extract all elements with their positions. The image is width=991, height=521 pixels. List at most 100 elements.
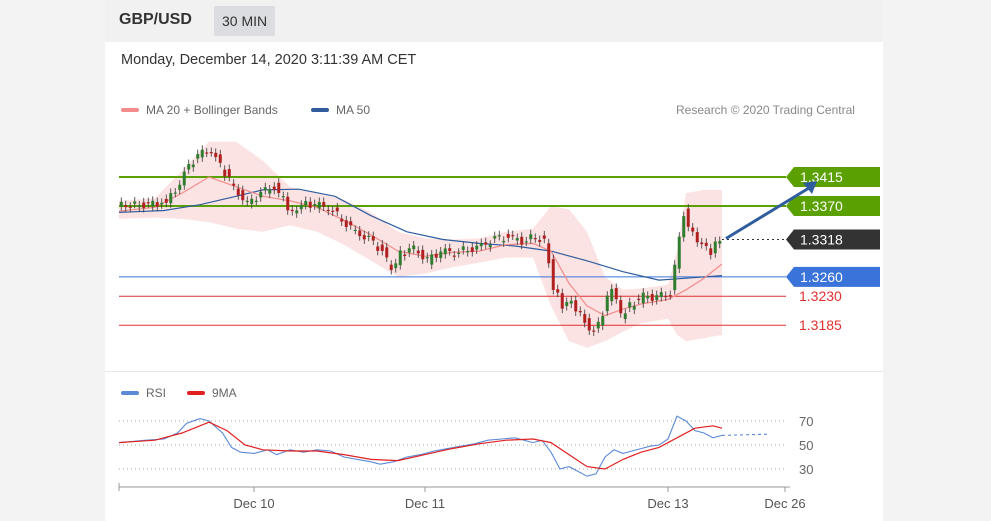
ma50-swatch <box>311 108 329 112</box>
candle-body <box>700 242 704 245</box>
candle-body <box>538 240 542 242</box>
candle-body <box>479 243 483 247</box>
candle-body <box>389 264 393 271</box>
candle-body <box>128 206 132 208</box>
candle-body <box>475 245 479 250</box>
candle-body <box>520 236 524 245</box>
candle-body <box>371 236 375 241</box>
candle-body <box>331 210 335 212</box>
legend-9ma-label: 9MA <box>212 386 237 400</box>
candle-body <box>623 313 627 320</box>
rsi-line <box>118 415 723 477</box>
rsi-level-label: 30 <box>799 462 813 477</box>
ma20-line <box>118 176 723 317</box>
candle-body <box>259 191 263 198</box>
candle-body <box>299 204 303 210</box>
pane-divider <box>105 371 883 372</box>
candle-body <box>182 171 186 186</box>
candle-body <box>511 235 515 237</box>
candle-body <box>619 300 623 314</box>
candle-body <box>164 198 168 203</box>
candle-body <box>353 229 357 232</box>
candle-body <box>178 184 182 190</box>
candle-body <box>191 164 195 168</box>
candle-body <box>583 314 587 323</box>
candle-body <box>308 201 312 208</box>
candle-body <box>151 200 155 207</box>
candle-body <box>376 246 380 251</box>
candle-body <box>709 248 713 255</box>
candle-body <box>628 302 632 308</box>
candle-body <box>407 248 411 253</box>
candle-body <box>200 149 204 158</box>
candle-body <box>547 243 551 264</box>
legend-ma20-label: MA 20 + Bollinger Bands <box>146 103 278 117</box>
candle-body <box>142 202 146 208</box>
research-credit: Research © 2020 Trading Central <box>676 103 855 117</box>
candle-body <box>349 221 353 226</box>
candle-body <box>515 238 519 241</box>
candle-body <box>695 232 699 243</box>
candle-body <box>434 253 438 258</box>
rsi-level-label: 50 <box>799 438 813 453</box>
candle-body <box>412 245 416 250</box>
candle-body <box>218 154 222 163</box>
candle-body <box>655 295 659 301</box>
candle-body <box>560 293 564 309</box>
candle-body <box>394 263 398 269</box>
candle-body <box>641 292 645 304</box>
candle-body <box>119 201 123 206</box>
rsi-level-label: 70 <box>799 414 813 429</box>
ma9-swatch <box>187 391 205 395</box>
candle-body <box>223 169 227 177</box>
level-tag-1.3415 <box>786 167 880 187</box>
candle-body <box>682 216 686 238</box>
candle-body <box>569 300 573 304</box>
legend-ma50: MA 50 <box>311 103 370 117</box>
candle-body <box>146 202 150 204</box>
level-label-1.3185: 1.3185 <box>799 317 842 333</box>
candle-body <box>632 306 636 310</box>
candle-body <box>668 295 672 297</box>
candle-body <box>236 188 240 196</box>
forecast-arrow-head <box>803 181 817 194</box>
candle-body <box>214 152 218 158</box>
candle-body <box>484 242 488 245</box>
candle-body <box>358 230 362 237</box>
level-tag-1.3370 <box>786 196 880 216</box>
candle-body <box>254 200 258 203</box>
candle-body <box>691 227 695 232</box>
legend-ma50-label: MA 50 <box>336 103 371 117</box>
legend-rsi-label: RSI <box>146 386 167 400</box>
candle-body <box>160 202 164 205</box>
candle-body <box>673 264 677 291</box>
candle-body <box>637 298 641 301</box>
candle-body <box>335 207 339 212</box>
candle-body <box>232 183 236 186</box>
candle-body <box>448 248 452 252</box>
candle-body <box>295 210 299 214</box>
chart-datetime: Monday, December 14, 2020 3:11:39 AM CET <box>121 52 417 68</box>
candle-body <box>398 250 402 266</box>
candle-body <box>304 200 308 205</box>
candle-body <box>385 247 389 258</box>
candle-body <box>209 152 213 154</box>
candle-body <box>470 247 474 252</box>
level-label-1.3415: 1.3415 <box>800 169 843 185</box>
level-tag-1.3318 <box>786 229 880 250</box>
candle-body <box>574 300 578 312</box>
candle-body <box>461 246 465 250</box>
candle-body <box>403 254 407 257</box>
candle-body <box>713 241 717 254</box>
candle-body <box>340 218 344 222</box>
candle-body <box>556 289 560 293</box>
timeframe-button[interactable]: 30 MIN <box>214 6 276 36</box>
ma20-swatch <box>121 108 139 112</box>
candle-body <box>601 315 605 326</box>
candle-body <box>592 330 596 332</box>
candle-body <box>439 251 443 258</box>
candle-body <box>610 288 614 302</box>
rsi-swatch <box>121 391 139 395</box>
candle-body <box>263 187 267 191</box>
